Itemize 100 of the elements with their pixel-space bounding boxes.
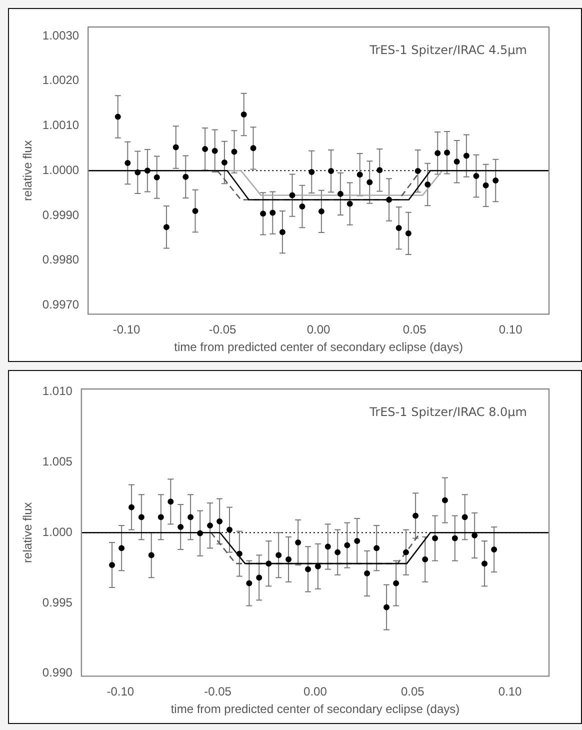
y-axis-title: relative flux bbox=[20, 502, 35, 563]
point bbox=[422, 556, 428, 562]
x-tick-label: 0.05 bbox=[402, 322, 427, 337]
point bbox=[318, 208, 324, 214]
x-tick-label: -0.10 bbox=[112, 322, 141, 337]
point bbox=[114, 114, 121, 120]
point bbox=[414, 168, 421, 174]
point bbox=[256, 574, 262, 581]
point bbox=[364, 570, 370, 576]
point bbox=[295, 539, 302, 546]
point bbox=[454, 158, 460, 165]
point bbox=[346, 200, 353, 207]
point bbox=[266, 560, 272, 567]
point bbox=[491, 546, 498, 552]
point bbox=[334, 549, 341, 556]
point bbox=[396, 225, 402, 232]
point bbox=[463, 152, 470, 159]
x-tick-label: -0.10 bbox=[106, 684, 134, 699]
point bbox=[344, 542, 350, 548]
x-tick-label: 0.00 bbox=[304, 684, 328, 699]
point bbox=[412, 512, 419, 519]
point bbox=[138, 514, 144, 520]
point bbox=[124, 160, 131, 166]
point bbox=[212, 148, 218, 154]
point bbox=[270, 210, 276, 216]
y-tick-label: 1.005 bbox=[42, 454, 73, 469]
point bbox=[366, 179, 373, 186]
point bbox=[178, 524, 184, 530]
point bbox=[308, 168, 315, 175]
point bbox=[473, 172, 480, 179]
point bbox=[240, 112, 247, 118]
x-axis-title: time from predicted center of secondary eclipse (days) bbox=[170, 702, 460, 716]
point bbox=[337, 190, 344, 197]
point bbox=[482, 560, 488, 567]
x-tick-label: 0.05 bbox=[400, 684, 425, 699]
point bbox=[207, 522, 214, 529]
point bbox=[221, 160, 228, 166]
point bbox=[236, 550, 242, 557]
point bbox=[384, 604, 390, 610]
x-tick-label: 0.10 bbox=[498, 322, 523, 337]
point bbox=[144, 168, 150, 174]
point bbox=[148, 552, 154, 558]
point bbox=[324, 544, 331, 550]
point bbox=[374, 545, 380, 552]
point bbox=[482, 182, 489, 188]
point bbox=[182, 174, 189, 180]
point bbox=[289, 192, 296, 198]
point bbox=[118, 545, 125, 552]
point bbox=[216, 518, 223, 524]
point bbox=[444, 150, 450, 156]
point bbox=[279, 229, 286, 236]
annotation: TrES-1 Spitzer/IRAC 4.5μm bbox=[368, 43, 527, 58]
point bbox=[462, 514, 468, 520]
point bbox=[246, 580, 252, 586]
point bbox=[405, 230, 412, 236]
point bbox=[188, 514, 194, 520]
x-tick-label: 0.10 bbox=[498, 684, 522, 699]
point bbox=[158, 514, 164, 520]
point bbox=[134, 169, 141, 176]
x-tick-label: -0.05 bbox=[208, 322, 237, 337]
y-tick-label: 0.9990 bbox=[42, 208, 80, 222]
point bbox=[452, 535, 458, 542]
point bbox=[231, 148, 238, 155]
point bbox=[386, 196, 392, 203]
point bbox=[226, 526, 232, 533]
point bbox=[128, 504, 134, 510]
point bbox=[403, 549, 409, 556]
point bbox=[286, 556, 292, 562]
point bbox=[276, 552, 282, 558]
y-tick-label: 0.9970 bbox=[42, 298, 80, 312]
point bbox=[172, 144, 179, 150]
y-tick-label: 0.995 bbox=[42, 595, 73, 610]
point bbox=[299, 204, 306, 210]
point bbox=[168, 498, 174, 505]
y-tick-label: 1.0020 bbox=[42, 73, 80, 88]
point bbox=[250, 145, 256, 152]
point bbox=[154, 174, 160, 180]
point bbox=[492, 177, 499, 184]
point bbox=[376, 167, 383, 174]
x-axis-title: time from predicted center of secondary eclipse (days) bbox=[174, 340, 463, 354]
point bbox=[109, 562, 116, 568]
point bbox=[434, 150, 441, 156]
y-tick-label: 0.9980 bbox=[42, 252, 80, 267]
point bbox=[393, 580, 400, 586]
point bbox=[260, 210, 266, 217]
x-tick-label: -0.05 bbox=[204, 684, 232, 699]
y-tick-label: 1.0000 bbox=[42, 162, 80, 177]
point bbox=[442, 497, 448, 504]
point bbox=[192, 208, 198, 214]
y-tick-label: 1.010 bbox=[42, 384, 73, 398]
point bbox=[202, 146, 208, 152]
x-tick-label: 0.00 bbox=[306, 322, 331, 337]
y-tick-label: 1.000 bbox=[42, 524, 73, 539]
annotation: TrES-1 Spitzer/IRAC 8.0μm bbox=[368, 405, 527, 420]
point bbox=[163, 224, 170, 230]
y-tick-label: 0.990 bbox=[42, 666, 73, 680]
y-tick-label: 1.0010 bbox=[42, 118, 80, 132]
point bbox=[305, 566, 312, 572]
y-axis-title: relative flux bbox=[20, 140, 35, 201]
y-tick-label: 1.0030 bbox=[42, 28, 80, 42]
